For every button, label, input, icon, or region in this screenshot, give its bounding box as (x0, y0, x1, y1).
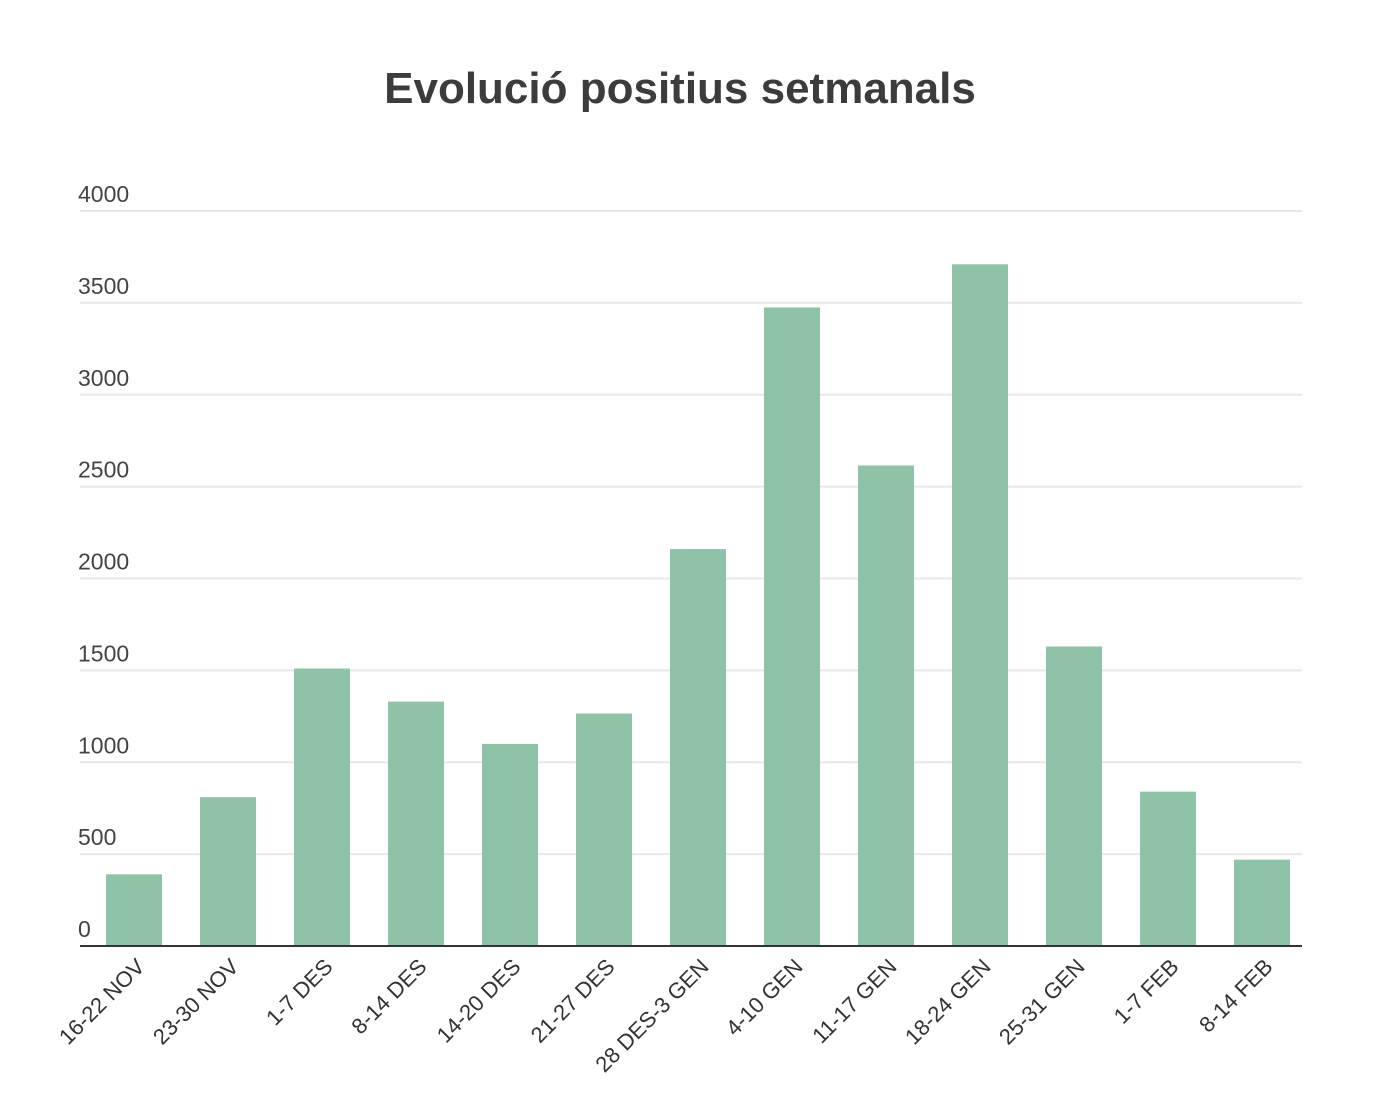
bar (858, 465, 914, 946)
bar (1140, 791, 1196, 946)
y-tick-label: 3500 (78, 273, 129, 299)
x-tick-label: 23-30 NOV (148, 954, 244, 1050)
y-tick-label: 1000 (78, 732, 129, 758)
y-tick-label: 3000 (78, 365, 129, 391)
bar (294, 668, 350, 946)
bar (670, 549, 726, 946)
x-tick-label: 14-20 DES (432, 954, 526, 1048)
bar (482, 743, 538, 946)
bar (576, 713, 632, 946)
x-tick-label: 16-22 NOV (54, 954, 150, 1050)
bar (1046, 646, 1102, 946)
x-tick-label: 4-10 GEN (721, 954, 808, 1041)
bar (764, 307, 820, 946)
bar (1234, 859, 1290, 946)
x-tick-label: 1-7 DES (261, 954, 337, 1030)
y-tick-label: 0 (78, 916, 91, 942)
x-tick-label: 18-24 GEN (900, 954, 996, 1050)
x-tick-label: 21-27 DES (526, 954, 620, 1048)
x-tick-label: 1-7 FEB (1109, 954, 1184, 1029)
bar (952, 264, 1008, 947)
bar (388, 701, 444, 946)
x-tick-label: 8-14 FEB (1194, 954, 1277, 1037)
y-tick-label: 2000 (78, 549, 129, 575)
y-tick-label: 1500 (78, 640, 129, 666)
y-tick-label: 2500 (78, 457, 129, 483)
y-tick-label: 4000 (78, 181, 129, 207)
x-tick-label: 11-17 GEN (807, 954, 901, 1048)
bar (200, 797, 256, 946)
x-tick-label: 8-14 DES (346, 954, 431, 1039)
bar (106, 874, 162, 946)
y-axis-ticks: 0 500 1000 1500 2000 2500 3000 3500 4000 (78, 181, 129, 942)
y-tick-label: 500 (78, 824, 116, 850)
x-tick-label: 25-31 GEN (994, 954, 1090, 1050)
chart-title: Evolució positius setmanals (384, 64, 976, 113)
bars (106, 264, 1290, 947)
